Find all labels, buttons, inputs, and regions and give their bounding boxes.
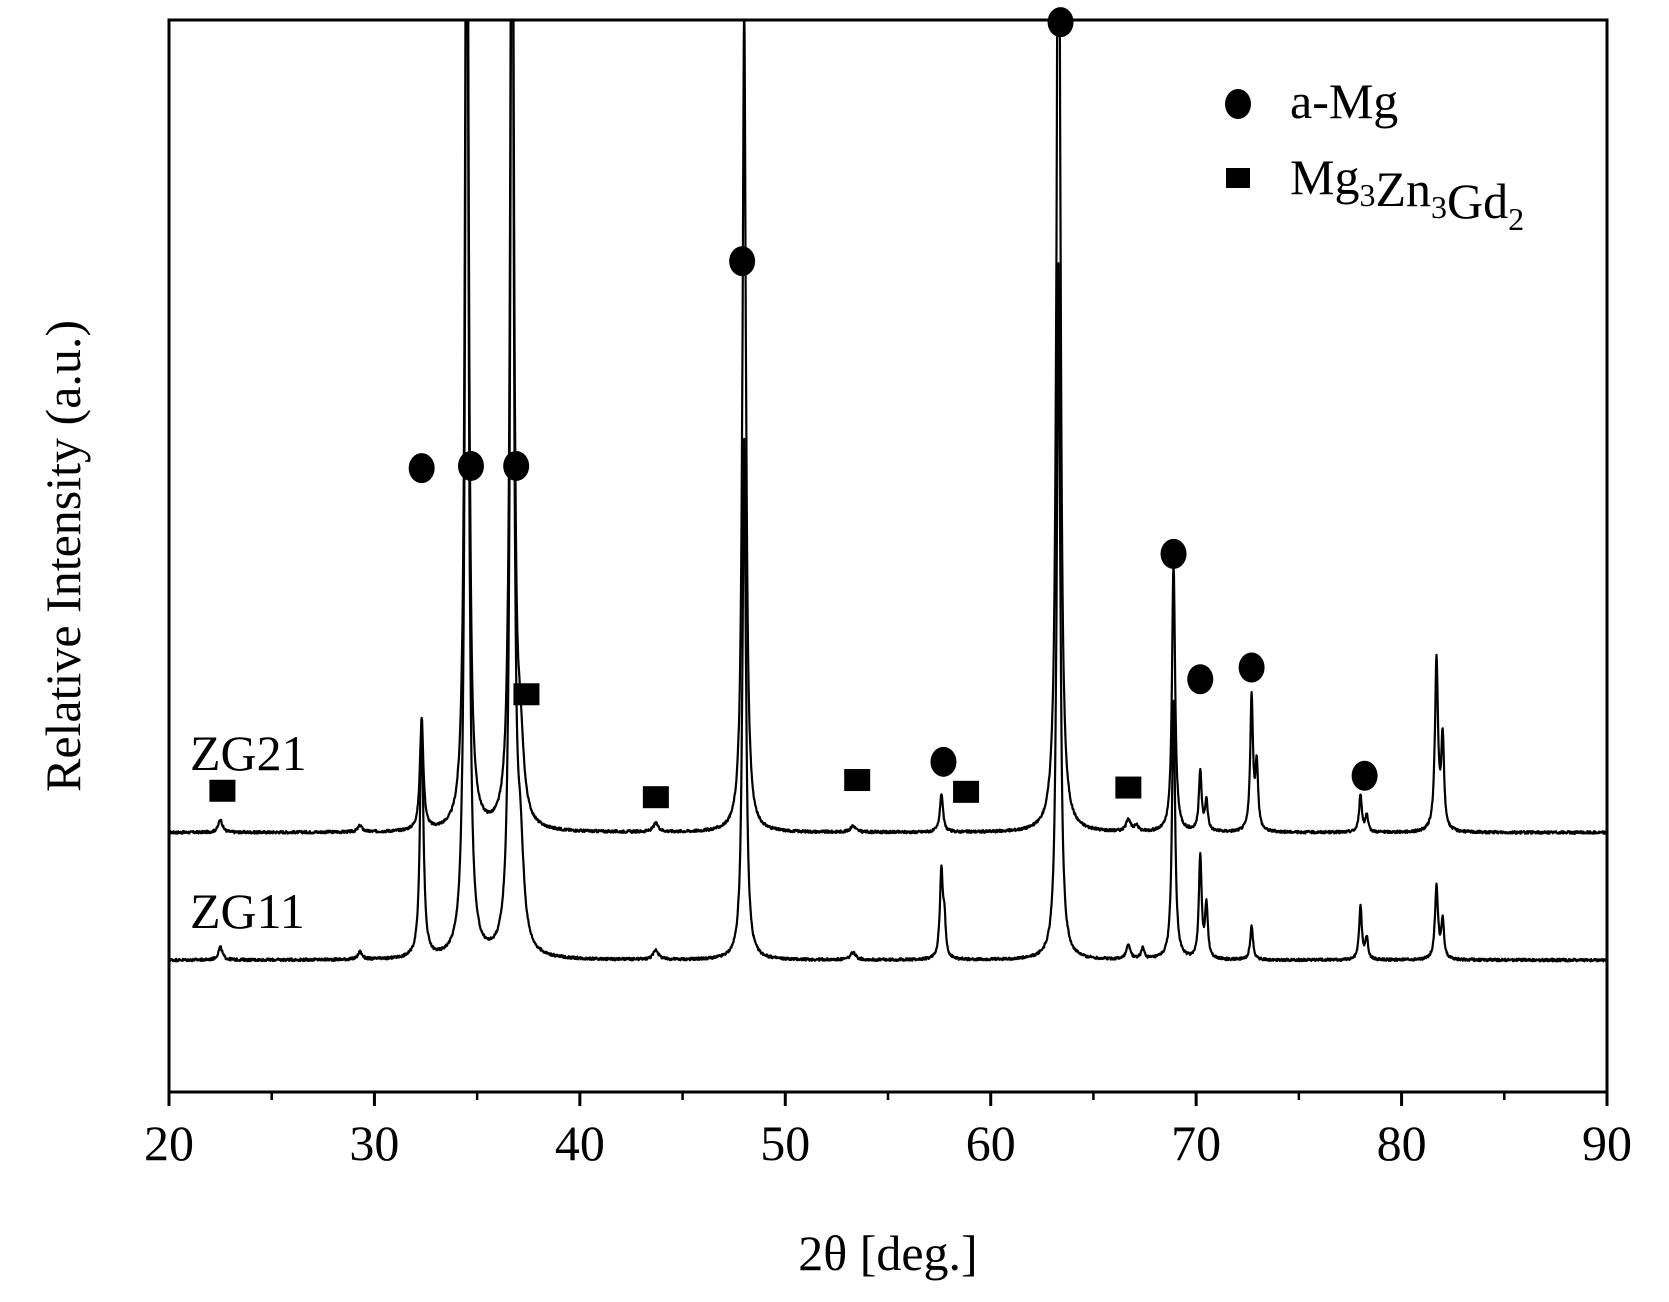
x-tick-label: 80 bbox=[1377, 1115, 1427, 1171]
a-mg-peak-marker bbox=[930, 746, 957, 777]
a-mg-peak-marker bbox=[1187, 664, 1214, 695]
a-mg-peak-marker bbox=[729, 246, 756, 277]
x-tick-label: 70 bbox=[1171, 1115, 1221, 1171]
series-label-zg11: ZG11 bbox=[190, 883, 305, 939]
series-line-zg21 bbox=[169, 20, 1607, 835]
a-mg-peak-marker bbox=[457, 450, 484, 481]
x-tick-label: 50 bbox=[760, 1115, 810, 1171]
a-mg-peak-marker bbox=[1351, 760, 1378, 791]
legend-label-mg3zn3gd2: Mg3Zn3Gd2 bbox=[1290, 149, 1524, 237]
mg3zn3gd2-peak-marker bbox=[209, 779, 236, 802]
a-mg-peak-marker bbox=[408, 453, 435, 484]
series-layer bbox=[169, 20, 1607, 963]
mg3zn3gd2-peak-marker bbox=[953, 780, 980, 803]
a-mg-peak-marker bbox=[1160, 538, 1187, 569]
legend-label-a-mg: a-Mg bbox=[1290, 73, 1398, 129]
a-mg-peak-marker bbox=[503, 450, 530, 481]
mg3zn3gd2-peak-marker bbox=[642, 786, 669, 809]
mg3zn3gd2-peak-marker bbox=[1115, 776, 1142, 799]
series-line-zg11 bbox=[169, 20, 1607, 963]
legend-circle-marker-icon bbox=[1225, 89, 1251, 119]
x-tick-label: 20 bbox=[144, 1115, 194, 1171]
x-tick-label: 40 bbox=[555, 1115, 605, 1171]
a-mg-peak-marker bbox=[1238, 652, 1265, 683]
y-axis-label: Relative Intensity (a.u.) bbox=[35, 320, 91, 792]
phase-marker-layer bbox=[209, 7, 1378, 809]
legend: a-Mg Mg3Zn3Gd2 bbox=[1225, 73, 1524, 237]
x-tick-label: 90 bbox=[1582, 1115, 1632, 1171]
mg3zn3gd2-peak-marker bbox=[513, 683, 540, 706]
x-axis: 20 30 40 50 60 70 80 90 bbox=[144, 1092, 1632, 1171]
a-mg-peak-marker bbox=[1047, 7, 1074, 38]
x-tick-label: 60 bbox=[966, 1115, 1016, 1171]
legend-square-marker-icon bbox=[1226, 168, 1250, 188]
series-label-zg21: ZG21 bbox=[190, 725, 307, 781]
x-axis-label: 2θ [deg.] bbox=[798, 1225, 977, 1281]
x-tick-label: 30 bbox=[349, 1115, 399, 1171]
mg3zn3gd2-peak-marker bbox=[844, 769, 871, 792]
